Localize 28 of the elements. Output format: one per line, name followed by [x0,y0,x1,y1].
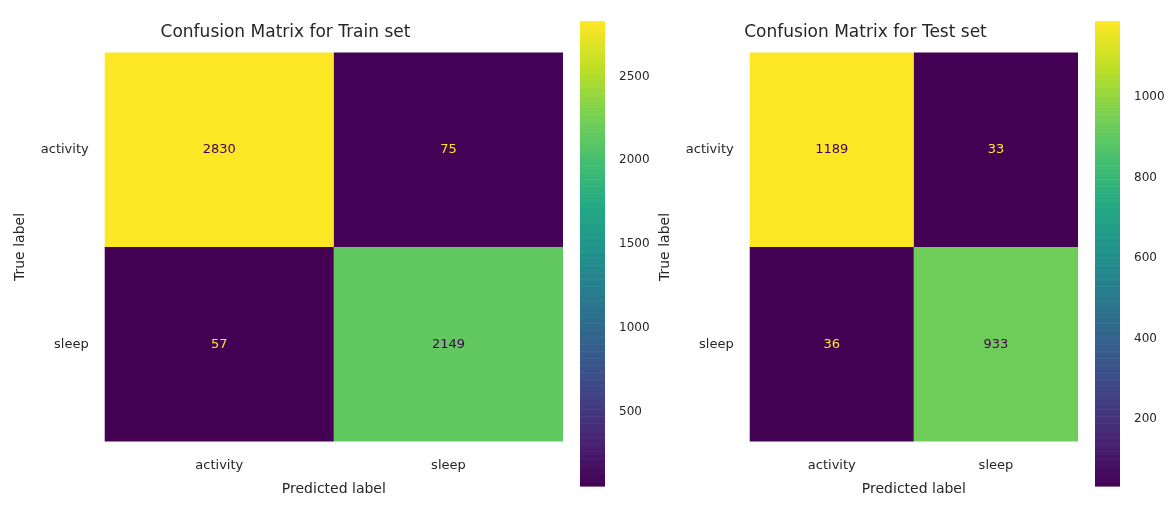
color-bar-label: 200 [1134,410,1157,425]
color-bar-label: 1000 [619,320,650,335]
color-bar-label: 800 [1134,169,1157,184]
x-tick-label: sleep [431,456,466,472]
data-label: 33 [987,141,1005,157]
x-axis-title: Predicted label [281,480,386,497]
color-bar-label: 2500 [619,68,650,83]
color-bar-label: 600 [1134,250,1157,265]
x-tick-label: sleep [978,456,1014,472]
data-label: 2830 [202,141,236,157]
color-bar-label: 400 [1134,330,1157,345]
data-label: 36 [823,335,841,351]
color-bar-label: 1000 [1134,89,1165,104]
data-label: 57 [211,335,228,351]
x-axis-title: Predicted label [861,480,966,497]
x-tick-label: activity [195,456,244,472]
chart-title: Confusion Matrix for Train set [160,20,411,41]
chart-title: Confusion Matrix for Test set [744,20,988,41]
y-axis-title: True label [656,212,673,283]
data-label: 933 [983,335,1009,351]
color-bar-label: 1500 [619,236,650,251]
color-bar-label: 2000 [619,152,650,167]
x-tick-label: activity [807,456,857,472]
y-axis-title: True label [11,212,28,283]
color-bar-label: 500 [619,403,642,418]
data-label: 1189 [815,141,849,157]
data-label: 75 [440,141,457,157]
data-label: 2149 [431,335,465,351]
